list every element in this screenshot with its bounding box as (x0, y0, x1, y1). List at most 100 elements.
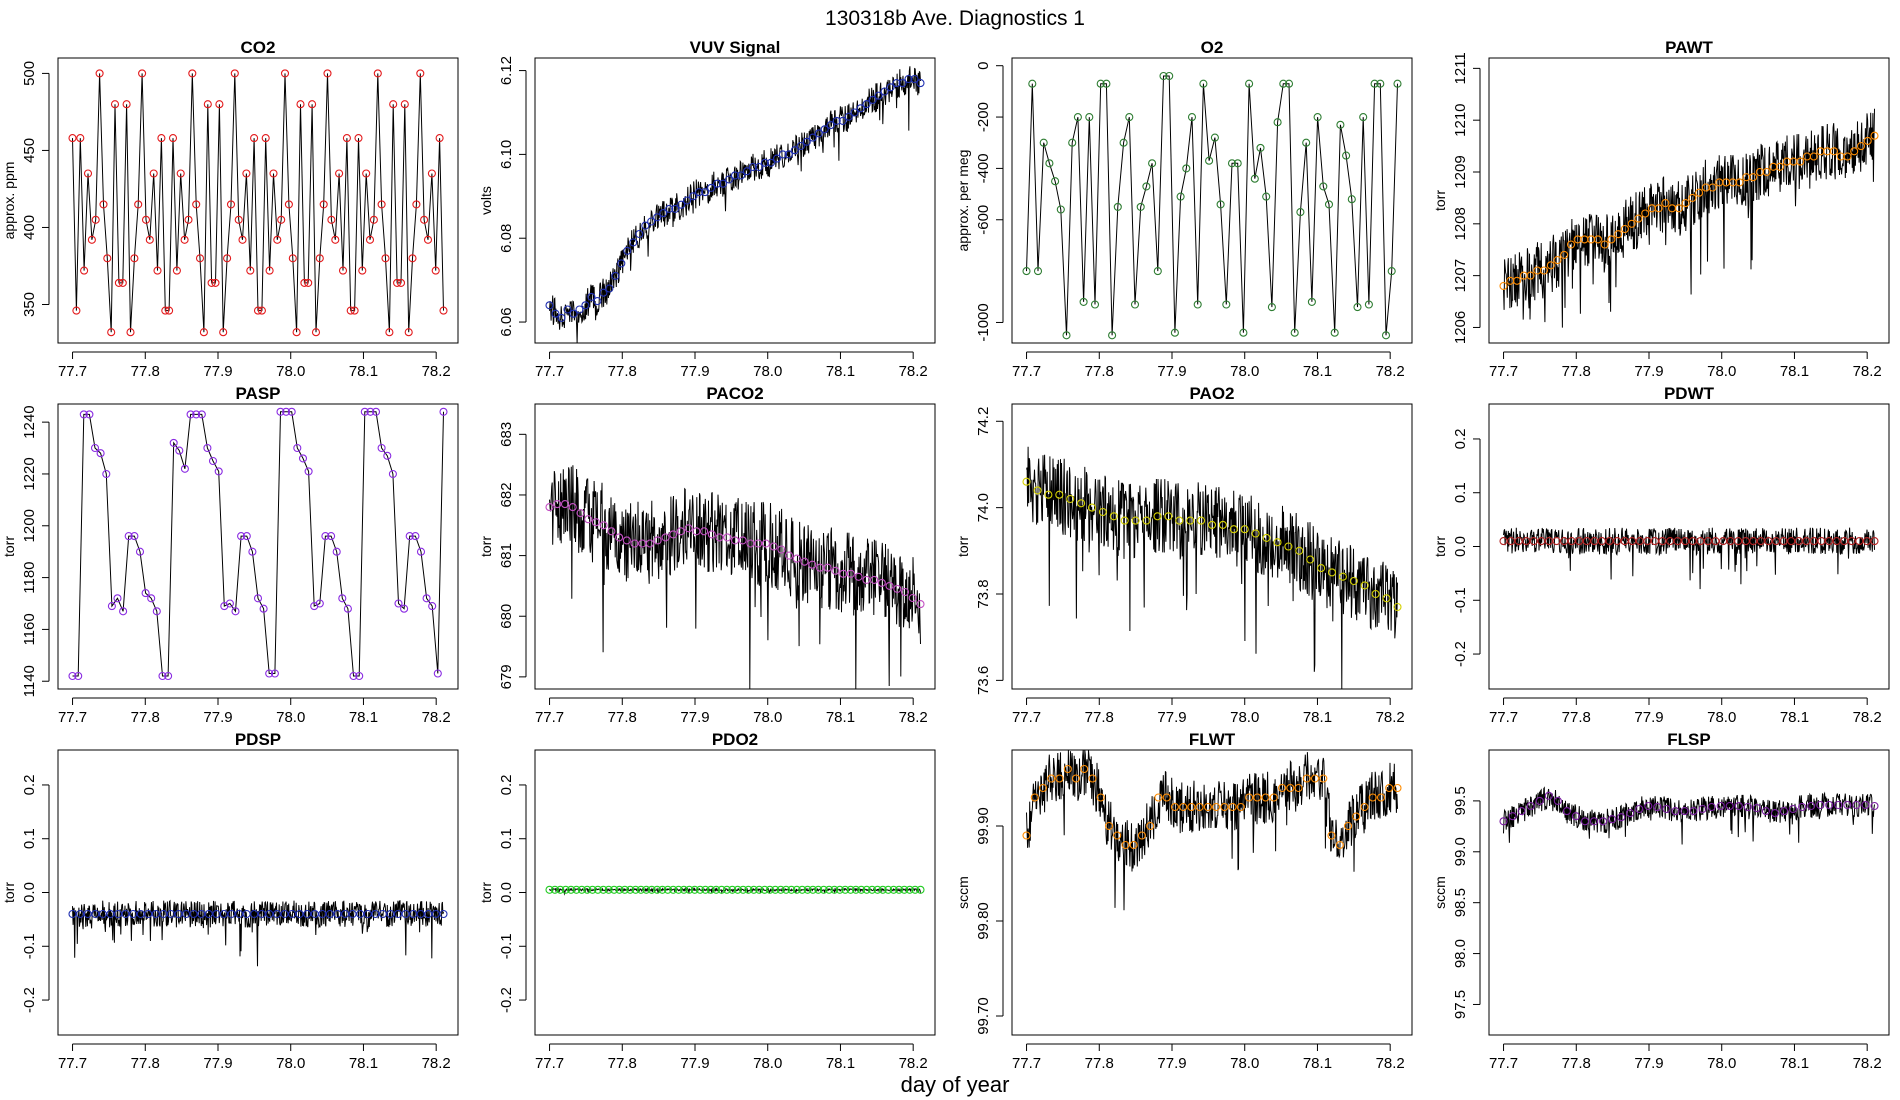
y-axis-label: torr (1, 882, 17, 903)
data-point (1628, 537, 1637, 546)
data-point (744, 885, 753, 894)
data-point (1269, 793, 1278, 802)
data-point (1176, 192, 1185, 201)
data-point (439, 407, 448, 416)
data-point (1387, 267, 1396, 276)
data-point (203, 100, 212, 109)
data-point (141, 589, 150, 598)
data-point (311, 328, 321, 337)
data-point (1798, 802, 1807, 812)
data-point (1735, 178, 1744, 187)
data-point (772, 154, 781, 163)
data-point (433, 669, 442, 678)
plot-frame (1488, 403, 1890, 690)
data-point (1187, 113, 1197, 122)
data-point (722, 885, 731, 894)
data-point (755, 885, 764, 894)
data-point (96, 449, 105, 458)
data-point (1227, 159, 1237, 168)
data-point (272, 909, 281, 919)
data-point (690, 885, 699, 894)
x-tick-label: 78.2 (1376, 709, 1405, 726)
data-point (626, 885, 635, 894)
x-tick-label: 78.1 (349, 709, 378, 726)
data-point (1807, 801, 1816, 811)
x-tick-label: 78.2 (899, 709, 928, 726)
data-point (83, 909, 92, 919)
data-point (746, 539, 755, 548)
data-point (1832, 537, 1841, 546)
data-point (1508, 812, 1517, 821)
data-point (180, 464, 189, 473)
data-point (1068, 138, 1077, 147)
data-point (304, 278, 313, 287)
y-tick-label: 1208 (1452, 207, 1469, 240)
data-point (1039, 138, 1048, 147)
data-point (736, 171, 746, 180)
data-point (1600, 240, 1609, 249)
data-point (1726, 537, 1735, 546)
data-point (319, 200, 328, 209)
data-point (1085, 113, 1094, 122)
plot-frame (1011, 403, 1413, 690)
panel-flwt: FLWT 77.7 77.8 77.9 78.0 78.1 78.2 99.70 99.80 99… (955, 730, 1413, 1072)
data-point (787, 885, 796, 894)
y-tick-label: 681 (498, 543, 515, 568)
y-tick-label: 99.80 (975, 902, 992, 940)
panel-title: PACO2 (706, 384, 763, 403)
x-tick-label: 78.2 (422, 709, 451, 726)
data-point (1393, 602, 1402, 612)
data-point (215, 100, 224, 109)
x-tick-label: 78.1 (1780, 1055, 1809, 1072)
data-point (153, 266, 162, 275)
x-tick-label: 77.8 (1085, 363, 1114, 380)
data-point (808, 133, 817, 142)
data-point (1843, 800, 1852, 810)
data-point (79, 410, 88, 419)
data-point (1154, 793, 1163, 802)
data-point (583, 885, 592, 894)
data-point (1066, 494, 1075, 504)
data-point (393, 909, 403, 919)
x-tick-label: 77.7 (1012, 1055, 1041, 1072)
y-tick-label: 0 (975, 62, 992, 70)
y-tick-label: 1240 (21, 405, 38, 438)
data-point (663, 885, 672, 894)
data-point (717, 885, 726, 894)
data-point (724, 175, 734, 184)
y-axis-label: torr (478, 536, 494, 557)
x-tick-label: 77.8 (608, 1055, 637, 1072)
data-point (1327, 831, 1336, 840)
data-point (175, 446, 184, 455)
x-tick-label: 78.2 (1853, 1055, 1882, 1072)
panel-pdo2: PDO2 77.7 77.8 77.9 78.0 78.1 78.2 -0.2 -0.1 0.0 0… (478, 730, 936, 1072)
data-point (1253, 793, 1262, 802)
data-point (83, 169, 93, 178)
data-point (1098, 507, 1107, 517)
data-point (1279, 79, 1288, 88)
data-point (157, 134, 166, 143)
y-axis-label: sccm (1432, 876, 1448, 909)
data-point (1597, 537, 1606, 546)
data-point (1847, 537, 1856, 546)
data-point (892, 79, 901, 88)
data-point (355, 671, 364, 681)
data-point (615, 885, 624, 894)
data-point (572, 885, 581, 894)
data-point (1199, 79, 1208, 88)
x-tick-label: 77.9 (680, 363, 709, 380)
data-point (1338, 572, 1347, 581)
x-tick-label: 78.0 (753, 1055, 782, 1072)
data-point (186, 410, 195, 419)
data-point (118, 278, 127, 287)
plot-frame (57, 749, 459, 1036)
data-point (107, 328, 116, 337)
data-point (782, 885, 791, 894)
y-tick-label: 679 (498, 664, 515, 689)
data-point (707, 183, 716, 192)
data-point (259, 604, 268, 613)
data-point (591, 518, 600, 527)
data-point (576, 509, 585, 518)
data-point (1681, 537, 1690, 546)
x-tick-label: 78.1 (826, 363, 855, 380)
